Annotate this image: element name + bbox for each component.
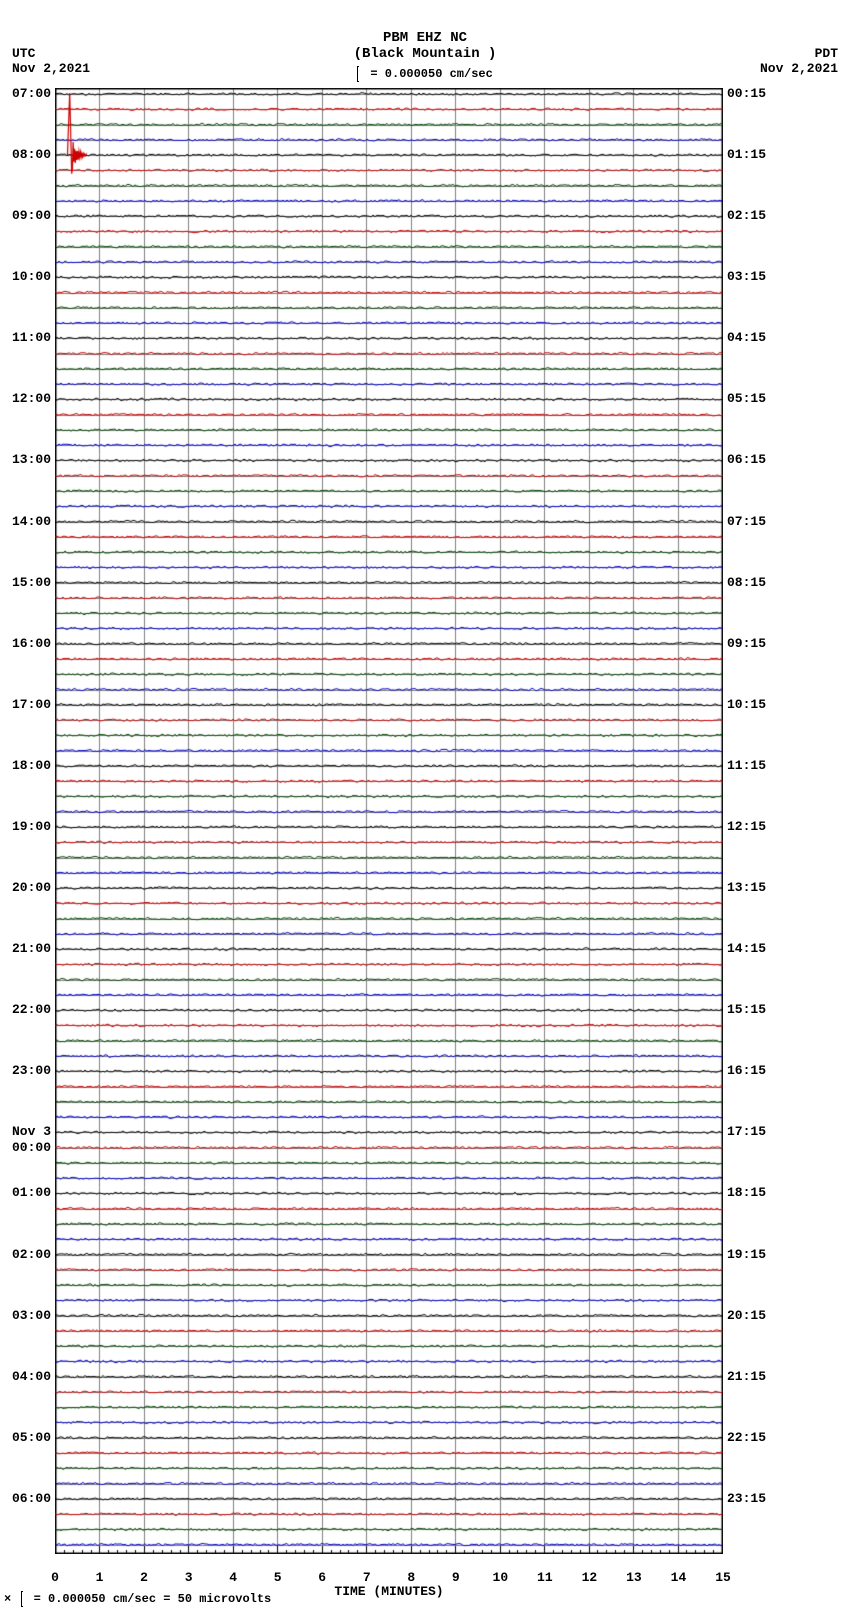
utc-time-label: 03:00 (12, 1308, 51, 1323)
local-time-label: 20:15 (727, 1308, 766, 1323)
x-tick-label: 11 (537, 1570, 553, 1585)
local-time-label: 23:15 (727, 1491, 766, 1506)
footer-scale: × = 0.000050 cm/sec = 50 microvolts (4, 1591, 271, 1607)
local-time-label: 11:15 (727, 758, 766, 773)
utc-time-label: 06:00 (12, 1491, 51, 1506)
x-tick-label: 4 (229, 1570, 237, 1585)
timezone-left: UTC Nov 2,2021 (12, 46, 90, 76)
x-tick-label: 10 (493, 1570, 509, 1585)
utc-time-label: 13:00 (12, 452, 51, 467)
utc-time-label: 14:00 (12, 514, 51, 529)
local-time-label: 19:15 (727, 1247, 766, 1262)
local-time-label: 06:15 (727, 452, 766, 467)
local-time-label: 05:15 (727, 391, 766, 406)
footer-prefix: × (4, 1592, 11, 1606)
utc-time-label: 20:00 (12, 880, 51, 895)
x-tick-label: 5 (274, 1570, 282, 1585)
local-time-label: 00:15 (727, 86, 766, 101)
local-time-label: 03:15 (727, 269, 766, 284)
x-tick-label: 14 (671, 1570, 687, 1585)
utc-time-label: 02:00 (12, 1247, 51, 1262)
local-time-label: 15:15 (727, 1002, 766, 1017)
footer-text: = 0.000050 cm/sec = 50 microvolts (34, 1592, 272, 1606)
station-name: (Black Mountain ) (0, 46, 850, 62)
seismogram-page: PBM EHZ NC (Black Mountain ) = 0.000050 … (0, 0, 850, 1613)
tz-right-date: Nov 2,2021 (760, 61, 838, 76)
utc-time-label: 12:00 (12, 391, 51, 406)
utc-time-label: 15:00 (12, 575, 51, 590)
local-time-label: 18:15 (727, 1185, 766, 1200)
timezone-right: PDT Nov 2,2021 (760, 46, 838, 76)
local-time-label: 13:15 (727, 880, 766, 895)
header: PBM EHZ NC (Black Mountain ) = 0.000050 … (0, 30, 850, 82)
utc-time-label: 22:00 (12, 1002, 51, 1017)
x-tick-label: 2 (140, 1570, 148, 1585)
seismogram-canvas (55, 88, 723, 1554)
utc-time-label: 10:00 (12, 269, 51, 284)
x-tick-label: 6 (318, 1570, 326, 1585)
local-time-label: 21:15 (727, 1369, 766, 1384)
local-time-label: 01:15 (727, 147, 766, 162)
x-tick-label: 1 (96, 1570, 104, 1585)
local-time-label: 17:15 (727, 1124, 766, 1139)
utc-time-label: 23:00 (12, 1063, 51, 1078)
utc-time-label: 16:00 (12, 636, 51, 651)
utc-time-label: 01:00 (12, 1185, 51, 1200)
utc-time-label: 05:00 (12, 1430, 51, 1445)
x-tick-label: 0 (51, 1570, 59, 1585)
x-axis: TIME (MINUTES) 0123456789101112131415 (55, 1556, 723, 1596)
local-time-label: 22:15 (727, 1430, 766, 1445)
local-time-label: 12:15 (727, 819, 766, 834)
right-time-labels: 00:15 01:15 02:15 03:15 04:15 05:15 06:15 07:15… (723, 88, 850, 1554)
local-time-label: 08:15 (727, 575, 766, 590)
utc-time-label: 17:00 (12, 697, 51, 712)
tz-right-code: PDT (760, 46, 838, 61)
local-time-label: 07:15 (727, 514, 766, 529)
utc-time-label: 00:00 (12, 1140, 51, 1155)
local-time-label: 04:15 (727, 330, 766, 345)
station-code: PBM EHZ NC (0, 30, 850, 46)
tz-left-date: Nov 2,2021 (12, 61, 90, 76)
x-tick-label: 3 (185, 1570, 193, 1585)
scale-bar-icon (357, 66, 359, 82)
local-time-label: 09:15 (727, 636, 766, 651)
x-tick-label: 15 (715, 1570, 731, 1585)
utc-time-label: 11:00 (12, 330, 51, 345)
header-scale: = 0.000050 cm/sec (0, 66, 850, 82)
x-tick-label: 13 (626, 1570, 642, 1585)
local-time-label: 14:15 (727, 941, 766, 956)
local-time-label: 10:15 (727, 697, 766, 712)
utc-time-label: Nov 3 (12, 1124, 51, 1139)
local-time-label: 02:15 (727, 208, 766, 223)
left-time-labels: 07:00 08:00 09:00 10:00 11:00 12:00 13:00 14:00… (0, 88, 55, 1554)
utc-time-label: 18:00 (12, 758, 51, 773)
utc-time-label: 19:00 (12, 819, 51, 834)
utc-time-label: 04:00 (12, 1369, 51, 1384)
local-time-label: 16:15 (727, 1063, 766, 1078)
x-tick-label: 7 (363, 1570, 371, 1585)
seismogram-plot (55, 88, 723, 1554)
utc-time-label: 21:00 (12, 941, 51, 956)
x-tick-label: 9 (452, 1570, 460, 1585)
utc-time-label: 07:00 (12, 86, 51, 101)
x-tick-label: 8 (407, 1570, 415, 1585)
header-scale-text: = 0.000050 cm/sec (370, 67, 492, 81)
utc-time-label: 09:00 (12, 208, 51, 223)
x-tick-label: 12 (582, 1570, 598, 1585)
utc-time-label: 08:00 (12, 147, 51, 162)
tz-left-code: UTC (12, 46, 90, 61)
footer-scale-bar-icon (21, 1591, 23, 1607)
